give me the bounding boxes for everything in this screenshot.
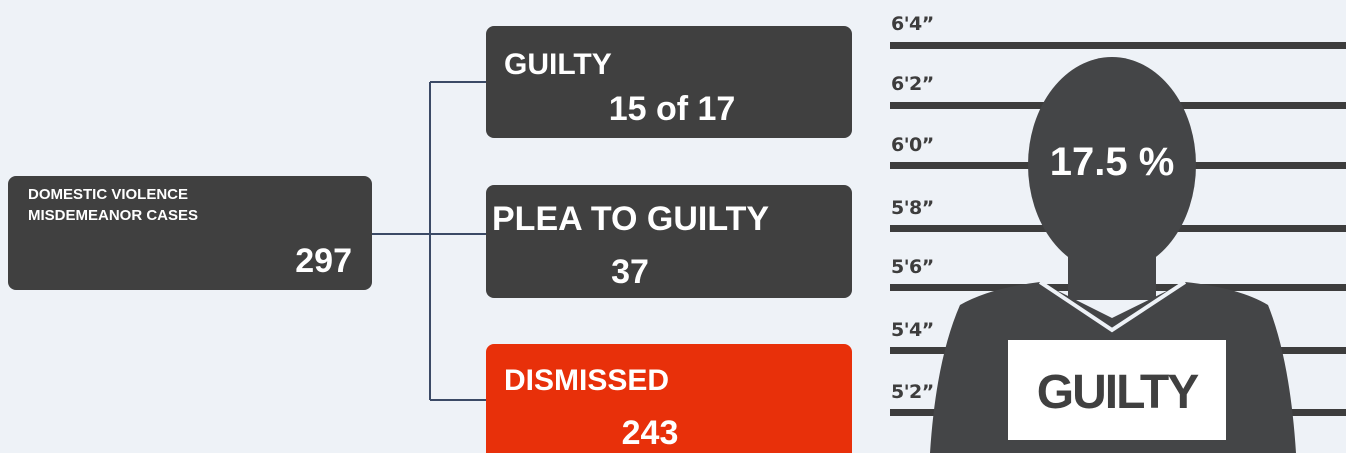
root-label: MISDEMEANOR CASES — [28, 207, 198, 224]
height-label: 6'0” — [891, 134, 934, 156]
root-total: 297 — [295, 242, 352, 280]
outcome-value: 37 — [611, 253, 649, 291]
outcome-label: DISMISSED — [504, 364, 669, 397]
infographic: DOMESTIC VIOLENCE MISDEMEANOR CASES 297 … — [0, 0, 1346, 453]
height-label: 5'4” — [891, 319, 934, 341]
outcome-value: 15 of 17 — [609, 90, 736, 128]
height-label: 5'2” — [891, 381, 934, 403]
height-label: 6'4” — [891, 13, 934, 35]
outcome-value: 243 — [622, 414, 679, 452]
outcome-label: GUILTY — [504, 48, 612, 81]
outcome-label: PLEA TO GUILTY — [492, 200, 769, 238]
height-label: 5'8” — [891, 197, 934, 219]
height-line — [890, 42, 1346, 49]
sign-text: GUILTY — [1037, 366, 1199, 419]
percent: 17.5 % — [1050, 140, 1175, 184]
height-label: 6'2” — [891, 73, 934, 95]
height-label: 5'6” — [891, 256, 934, 278]
neck — [1068, 240, 1156, 300]
root-label: DOMESTIC VIOLENCE — [28, 186, 188, 203]
